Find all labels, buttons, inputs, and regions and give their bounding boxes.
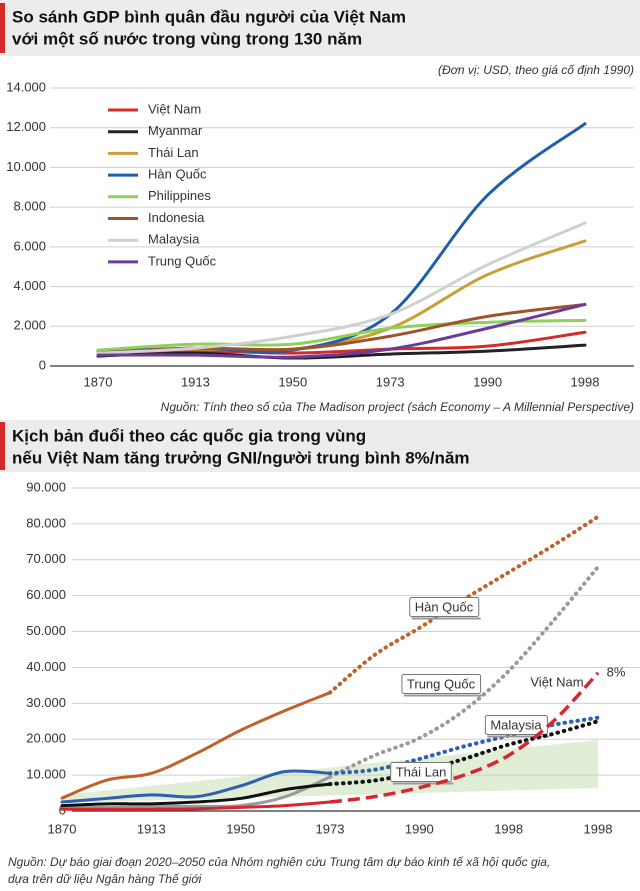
x-tick-label: 1990 — [473, 374, 502, 389]
series-line — [60, 782, 332, 808]
x-tick-label: 1870 — [48, 821, 77, 836]
chart-title: với một số nước trong vùng trong 130 năm — [12, 29, 362, 48]
legend-label: Thái Lan — [148, 145, 199, 160]
series-label-text: Thái Lan — [396, 764, 447, 779]
header-accent — [0, 3, 5, 53]
forecast-line — [328, 564, 600, 779]
legend-label: Philippines — [148, 188, 211, 203]
chart-title: So sánh GDP bình quân đầu người của Việt… — [12, 7, 406, 26]
series-label: Thái Lan — [390, 761, 454, 785]
legend-label: Việt Nam — [148, 101, 201, 116]
series-line — [96, 343, 587, 360]
x-tick-label: 1950 — [278, 374, 307, 389]
series-label-text: Việt Nam — [530, 674, 583, 689]
forecast-line — [329, 671, 600, 804]
label-box — [390, 761, 452, 782]
x-tick-label: 1990 — [405, 821, 434, 836]
forecast-line — [328, 719, 600, 787]
source: Nguồn: Dự báo giai đoạn 2020–2050 của Nh… — [8, 855, 550, 869]
y-tick-label: 10.000 — [26, 767, 66, 782]
header-bg — [0, 0, 640, 56]
series-line — [60, 800, 332, 811]
source: Nguồn: Tính theo số của The Madison proj… — [161, 400, 634, 414]
chart-title: nếu Việt Nam tăng trưởng GNI/người trung… — [12, 448, 469, 467]
annotation: 8% — [607, 664, 626, 679]
x-tick-label: 1998 — [584, 821, 613, 836]
series-line — [96, 302, 587, 359]
series-label: Hàn Quốc — [409, 596, 481, 620]
y-tick-label: 8.000 — [13, 199, 46, 214]
x-tick-label: 1973 — [376, 374, 405, 389]
x-tick-label: 1998 — [571, 374, 600, 389]
y-tick-label: 10.000 — [6, 159, 46, 174]
unit-note: (Đơn vị: USD, theo giá cố định 1990) — [438, 63, 634, 77]
header-accent — [0, 422, 5, 470]
y-tick-label: 50.000 — [26, 623, 66, 638]
y-tick-label: 4.000 — [13, 278, 46, 293]
y-tick-label: 14.000 — [6, 79, 46, 94]
legend-label: Trung Quốc — [148, 253, 217, 268]
series-line — [96, 221, 587, 355]
series-label-text: Trung Quốc — [407, 676, 476, 691]
x-tick-label: 1870 — [84, 374, 113, 389]
source: dựa trên dữ liệu Ngân hàng Thế giới — [8, 872, 202, 886]
x-tick-label: 1913 — [137, 821, 166, 836]
forecast-line — [328, 715, 600, 776]
series-line — [60, 691, 332, 800]
chart-title: Kịch bản đuổi theo các quốc gia trong vù… — [12, 426, 366, 445]
y-tick-label: 12.000 — [6, 119, 46, 134]
y-tick-label: 90.000 — [26, 479, 66, 494]
legend-label: Myanmar — [148, 123, 203, 138]
y-tick-label: 2.000 — [13, 318, 46, 333]
series-label: Trung Quốc — [401, 673, 483, 697]
y-tick-label: 80.000 — [26, 515, 66, 530]
label-box — [401, 673, 482, 694]
series-label-text: Malaysia — [490, 717, 542, 732]
series-line — [60, 769, 332, 804]
y-tick-label: 20.000 — [26, 731, 66, 746]
series-label: Việt Nam — [530, 674, 583, 689]
y-tick-label: 30.000 — [26, 695, 66, 710]
series-line — [96, 318, 587, 352]
y-tick-label: 70.000 — [26, 551, 66, 566]
legend-label: Hàn Quốc — [148, 167, 207, 182]
y-tick-label: 40.000 — [26, 659, 66, 674]
legend-label: Indonesia — [148, 210, 205, 225]
header-bg — [0, 420, 640, 472]
x-tick-label: 1950 — [226, 821, 255, 836]
x-tick-label: 1913 — [181, 374, 210, 389]
y-tick-label: 60.000 — [26, 587, 66, 602]
x-tick-label: 1973 — [316, 821, 345, 836]
label-box — [409, 596, 480, 617]
legend-label: Malaysia — [148, 232, 200, 247]
series-line — [60, 775, 332, 809]
y-tick-label: 0 — [39, 357, 46, 372]
series-label-text: Hàn Quốc — [415, 599, 474, 614]
y-tick-label: 6.000 — [13, 238, 46, 253]
series-line — [96, 330, 587, 358]
x-tick-label: 1998 — [494, 821, 523, 836]
